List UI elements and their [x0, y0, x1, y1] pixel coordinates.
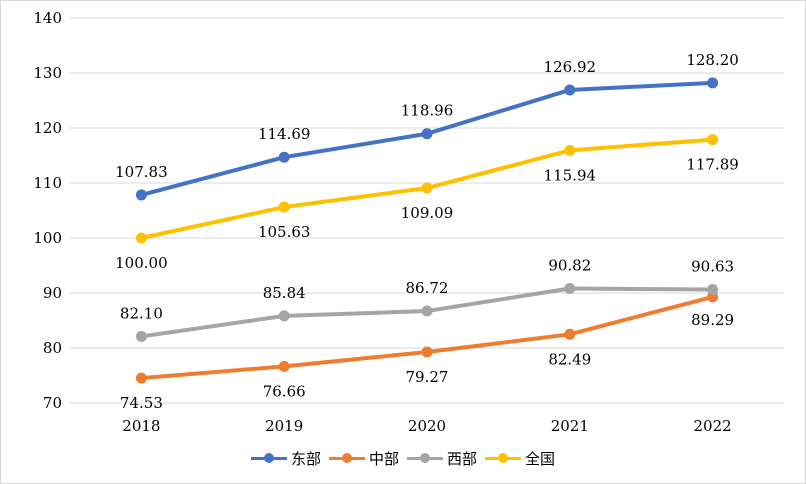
- data-point: [707, 284, 719, 296]
- data-label: 85.84: [263, 284, 306, 302]
- legend-swatch: [407, 453, 443, 463]
- y-tick-label: 70: [43, 394, 62, 412]
- data-labels: 107.83 114.69 118.96 126.92 128.20 74.53 76.66…: [115, 51, 739, 412]
- legend-label: 西部: [447, 449, 478, 468]
- data-label: 86.72: [406, 279, 449, 297]
- data-label: 114.69: [258, 125, 311, 143]
- data-label: 115.94: [544, 166, 597, 184]
- data-label: 118.96: [401, 102, 454, 120]
- data-point: [707, 77, 719, 89]
- data-point: [564, 144, 576, 156]
- y-tick-label: 110: [33, 174, 62, 192]
- data-point: [707, 134, 719, 146]
- data-point: [135, 372, 147, 384]
- data-label: 74.53: [120, 394, 163, 412]
- data-label: 109.09: [401, 204, 454, 222]
- data-point: [421, 346, 433, 358]
- x-axis: 2018 2019 2020 2021 2022: [122, 417, 731, 435]
- y-axis: 70 80 90 100 110 120 130 140: [33, 9, 62, 412]
- series-group: [135, 77, 719, 384]
- y-tick-label: 100: [33, 229, 62, 247]
- data-label: 79.27: [406, 368, 449, 386]
- legend-item-3: 西部: [407, 448, 477, 469]
- data-label: 117.89: [686, 156, 739, 174]
- data-point: [421, 182, 433, 194]
- y-tick-label: 120: [33, 119, 62, 137]
- x-tick-label: 2021: [551, 417, 589, 435]
- data-label: 90.63: [691, 258, 734, 276]
- data-point: [564, 84, 576, 96]
- x-tick-label: 2019: [265, 417, 303, 435]
- data-point: [278, 310, 290, 322]
- legend-label: 中部: [368, 449, 399, 468]
- data-label: 82.10: [120, 304, 163, 322]
- data-point: [564, 328, 576, 340]
- data-label: 107.83: [115, 163, 168, 181]
- data-label: 76.66: [263, 382, 306, 400]
- legend-label: 东部: [290, 449, 321, 468]
- legend-label: 全国: [525, 449, 556, 468]
- data-point: [135, 232, 147, 244]
- y-tick-label: 140: [33, 9, 62, 27]
- y-tick-label: 130: [33, 64, 62, 82]
- legend-swatch: [485, 453, 522, 463]
- legend: 东部 中部 西部 全国: [0, 447, 806, 469]
- data-label: 105.63: [258, 223, 311, 241]
- data-point: [135, 189, 147, 201]
- data-point: [278, 360, 290, 372]
- data-label: 90.82: [548, 256, 591, 274]
- y-tick-label: 80: [43, 339, 62, 357]
- legend-swatch: [250, 453, 287, 463]
- data-label: 89.29: [691, 311, 734, 329]
- x-tick-label: 2020: [408, 417, 446, 435]
- data-label: 100.00: [115, 254, 168, 272]
- data-point: [278, 151, 290, 163]
- legend-item-2: 中部: [328, 448, 399, 469]
- data-label: 128.20: [686, 51, 739, 69]
- data-label: 126.92: [544, 58, 597, 76]
- legend-item-4: 全国: [485, 448, 555, 469]
- y-tick-label: 90: [43, 284, 62, 302]
- data-point: [421, 128, 433, 140]
- data-point: [278, 201, 290, 213]
- x-tick-label: 2022: [694, 417, 732, 435]
- legend-item-1: 东部: [250, 448, 321, 469]
- data-label: 82.49: [548, 350, 591, 368]
- data-point: [564, 282, 576, 294]
- legend-swatch: [328, 453, 365, 463]
- data-point: [135, 330, 147, 342]
- x-tick-label: 2018: [122, 417, 160, 435]
- data-point: [421, 305, 433, 317]
